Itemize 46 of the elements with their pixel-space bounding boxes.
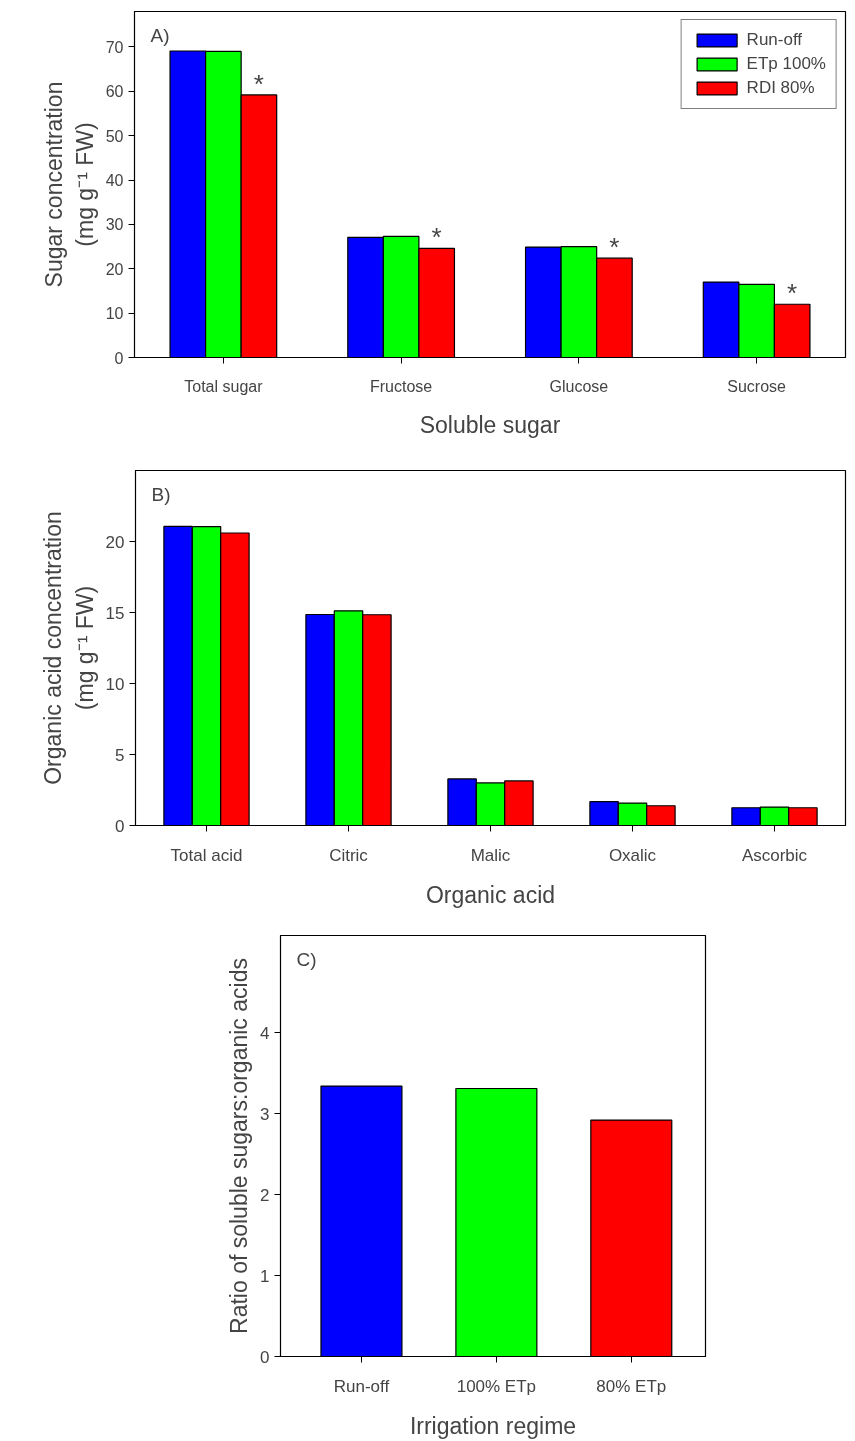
x-tick-label: Sucrose [727,377,787,395]
x-tick-label: 100% ETp [456,1376,537,1396]
annotation: * [253,68,264,99]
y-tick-label: 0 [114,349,124,367]
y-tick-label: 40 [105,172,124,190]
x-axis-title: Organic acid [425,881,556,908]
y-tick-label: 70 [105,38,124,56]
y-tick-label: 5 [115,745,125,765]
y-tick-label: 2 [260,1185,270,1205]
legend-label: Run-off [746,30,803,50]
x-tick-label: Citric [329,845,369,865]
x-axis-title: Soluble sugar [419,411,561,438]
annotation: C) [296,948,317,970]
legend-label: ETp 100% [746,54,826,74]
y-tick-label: 15 [105,603,125,623]
y-tick-label: 60 [105,83,124,101]
annotation: * [609,232,620,263]
y-tick-label: 20 [105,260,124,278]
y-tick-label: 20 [105,532,125,552]
y-tick-label: 30 [105,216,124,234]
y-tick-label: 0 [115,816,125,836]
annotation: A) [150,24,170,46]
x-tick-label: Total sugar [184,377,264,395]
y-axis-title: Sugar concentration (mg g⁻¹ FW) [40,81,98,288]
x-tick-label: Glucose [549,377,609,395]
y-tick-label: 10 [105,674,125,694]
x-tick-label: 80% ETp [596,1376,667,1396]
y-tick-label: 0 [260,1347,270,1367]
x-tick-label: Run-off [333,1376,390,1396]
y-tick-label: 10 [105,305,124,323]
x-tick-label: Fructose [370,377,433,395]
legend-label: RDI 80% [746,78,815,98]
y-tick-label: 3 [260,1104,270,1124]
x-tick-label: Malic [470,845,511,865]
x-tick-label: Total acid [170,845,243,865]
annotation: * [787,278,798,309]
x-tick-label: Oxalic [608,845,657,865]
annotation: B) [151,483,171,505]
annotation: * [431,222,442,253]
y-axis-title: Ratio of soluble sugars:organic acids [226,958,253,1334]
x-axis-title: Irrigation regime [409,1412,577,1439]
y-tick-label: 4 [260,1023,270,1043]
y-tick-label: 50 [105,127,124,145]
y-axis-title: Organic acid concentration (mg g⁻¹ FW) [40,511,98,785]
y-tick-label: 1 [260,1266,270,1286]
x-tick-label: Ascorbic [741,845,808,865]
